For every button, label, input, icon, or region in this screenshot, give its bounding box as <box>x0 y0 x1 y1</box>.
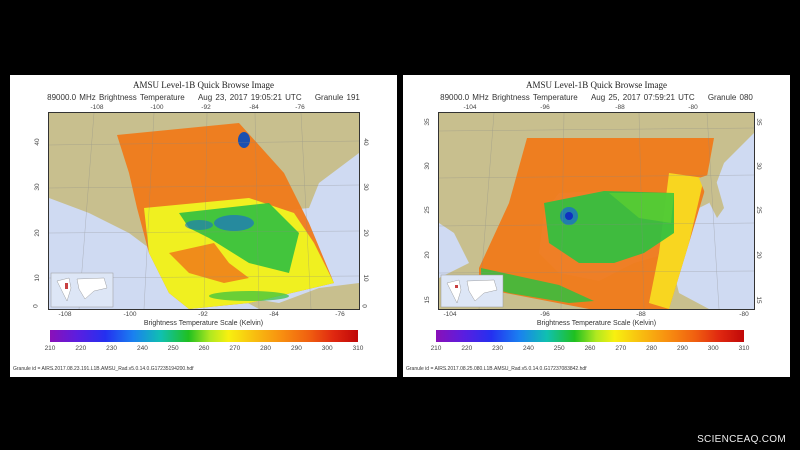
granule-label: Granule 080 <box>707 93 753 102</box>
x-tick: -108 <box>58 311 72 318</box>
colorbar-tick: 270 <box>229 345 241 352</box>
x-tick: -88 <box>636 311 646 318</box>
colorbar-tick: 310 <box>352 345 364 352</box>
colorbar-tick: 250 <box>167 345 179 352</box>
temperature-colorbar <box>436 330 744 342</box>
colorbar-ticks: 210 220 230 240 250 260 270 280 290 300 … <box>431 345 750 355</box>
x-tick: -96 <box>540 104 550 111</box>
x-tick: -104 <box>443 311 457 318</box>
datetime-label: Aug 23, 2017 19:05:21 UTC <box>197 93 302 102</box>
map-graphic <box>439 113 754 309</box>
x-tick: -100 <box>123 311 137 318</box>
granule-id-footer: Granule id = AIRS.2017.08.25.080.L1B.AMS… <box>406 366 587 372</box>
y-tick: 15 <box>424 296 432 304</box>
right-browse-panel: AMSU Level-1B Quick Browse Image 89000.0… <box>403 75 790 377</box>
panel-title: AMSU Level-1B Quick Browse Image <box>526 80 667 90</box>
y-tick: 20 <box>424 251 432 259</box>
colorbar-tick: 240 <box>522 345 534 352</box>
colorbar-tick: 220 <box>461 345 473 352</box>
y-tick: 0 <box>360 304 368 308</box>
colorbar-ticks: 210 220 230 240 250 260 270 280 290 300 … <box>45 345 364 355</box>
site-watermark: SCIENCEAQ.COM <box>697 434 786 445</box>
map-graphic <box>49 113 359 309</box>
colorbar-tick: 290 <box>290 345 302 352</box>
x-tick: -92 <box>198 311 208 318</box>
colorbar-tick: 210 <box>44 345 56 352</box>
x-tick: -100 <box>150 104 164 111</box>
y-tick: 30 <box>424 162 432 170</box>
colorbar-tick: 300 <box>707 345 719 352</box>
panel-subtitle: 89000.0 MHz Brightness Temperature Aug 2… <box>10 93 397 102</box>
brightness-temperature-map <box>48 112 360 310</box>
colorbar-tick: 280 <box>260 345 272 352</box>
y-tick: 35 <box>424 118 432 126</box>
x-tick: -80 <box>739 311 749 318</box>
colorbar-tick: 250 <box>553 345 565 352</box>
y-tick: 30 <box>34 183 42 191</box>
colorbar-tick: 220 <box>75 345 87 352</box>
y-tick: 40 <box>34 138 42 146</box>
datetime-label: Aug 25, 2017 07:59:21 UTC <box>590 93 695 102</box>
colorbar-tick: 210 <box>430 345 442 352</box>
panel-subtitle: 89000.0 MHz Brightness Temperature Aug 2… <box>403 93 790 102</box>
y-tick: 20 <box>34 229 42 237</box>
y-tick: 25 <box>424 206 432 214</box>
measure-label: 89000.0 MHz Brightness Temperature <box>47 93 185 102</box>
granule-label: Granule 191 <box>314 93 360 102</box>
x-tick: -104 <box>463 104 477 111</box>
y-tick: 20 <box>362 229 370 237</box>
x-tick: -88 <box>615 104 625 111</box>
x-tick: -80 <box>688 104 698 111</box>
x-tick: -92 <box>201 104 211 111</box>
y-tick: 15 <box>755 296 763 304</box>
y-tick: 35 <box>755 118 763 126</box>
colorbar-tick: 310 <box>738 345 750 352</box>
x-tick: -96 <box>540 311 550 318</box>
temperature-colorbar <box>50 330 358 342</box>
colorbar-label: Brightness Temperature Scale (Kelvin) <box>536 320 657 327</box>
y-tick: 0 <box>32 304 40 308</box>
x-tick: -76 <box>335 311 345 318</box>
colorbar-tick: 300 <box>321 345 333 352</box>
x-tick: -84 <box>269 311 279 318</box>
colorbar-tick: 270 <box>615 345 627 352</box>
y-tick: 10 <box>362 274 370 282</box>
colorbar-tick: 260 <box>198 345 210 352</box>
colorbar-tick: 280 <box>646 345 658 352</box>
y-tick: 25 <box>755 206 763 214</box>
colorbar-tick: 240 <box>136 345 148 352</box>
colorbar-label: Brightness Temperature Scale (Kelvin) <box>143 320 264 327</box>
colorbar-tick: 290 <box>676 345 688 352</box>
panel-title: AMSU Level-1B Quick Browse Image <box>133 80 274 90</box>
y-tick: 10 <box>34 274 42 282</box>
colorbar-tick: 260 <box>584 345 596 352</box>
x-tick: -84 <box>249 104 259 111</box>
colorbar-tick: 230 <box>106 345 118 352</box>
y-tick: 30 <box>755 162 763 170</box>
x-tick: -108 <box>90 104 104 111</box>
y-tick: 30 <box>362 183 370 191</box>
brightness-temperature-map <box>438 112 755 310</box>
measure-label: 89000.0 MHz Brightness Temperature <box>440 93 578 102</box>
y-tick: 40 <box>362 138 370 146</box>
granule-id-footer: Granule id = AIRS.2017.08.23.191.L1B.AMS… <box>13 366 194 372</box>
x-tick: -76 <box>295 104 305 111</box>
left-browse-panel: AMSU Level-1B Quick Browse Image 89000.0… <box>10 75 397 377</box>
colorbar-tick: 230 <box>492 345 504 352</box>
y-tick: 20 <box>755 251 763 259</box>
